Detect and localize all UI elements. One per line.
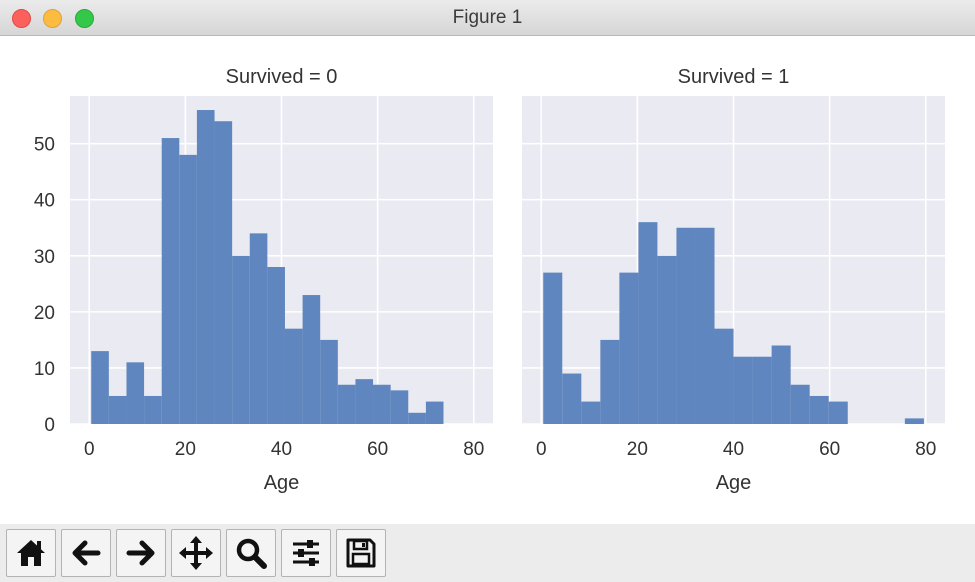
y-tick-label: 20 [34, 303, 55, 324]
histogram-bar [161, 138, 180, 425]
configure-subplots-button[interactable] [281, 529, 331, 577]
histogram-bar [320, 339, 338, 424]
zoom-magnifier-icon [236, 538, 267, 569]
histogram-bar [267, 267, 285, 424]
histogram-bar [284, 328, 303, 424]
histogram-bar [337, 384, 356, 424]
histogram-bar [695, 227, 715, 424]
y-tick-label: 40 [34, 191, 55, 212]
back-button[interactable] [61, 529, 111, 577]
histogram-bar [600, 339, 620, 424]
histogram-bar [408, 412, 426, 424]
histogram-bar [232, 255, 250, 424]
subplot-1 [70, 96, 493, 425]
pan-move-icon [179, 536, 213, 570]
x-tick-label: 80 [915, 439, 936, 460]
histogram-bar [302, 295, 321, 424]
minimize-window-button[interactable] [43, 9, 62, 28]
histogram-bar [733, 356, 753, 424]
histogram-bar [214, 121, 233, 424]
pan-button[interactable] [171, 529, 221, 577]
histogram-bar [581, 401, 601, 424]
x-axis-label: Age [716, 472, 752, 494]
histogram-figure: 0 20 40 60 80 0 10 20 30 40 50 Survived = 0 Age 0 20 40… [34, 66, 945, 494]
x-tick-label: 20 [627, 439, 648, 460]
x-tick-label: 40 [723, 439, 744, 460]
back-arrow-icon [72, 540, 101, 566]
x-axis-label: Age [264, 472, 300, 494]
histogram-bar [126, 362, 145, 424]
close-window-button[interactable] [12, 9, 31, 28]
y-tick-label: 30 [34, 247, 55, 268]
histogram-bar [543, 272, 563, 424]
x-tick-label: 60 [819, 439, 840, 460]
x-tick-label: 0 [536, 439, 547, 460]
histogram-bar [828, 401, 848, 424]
histogram-bar [562, 373, 582, 424]
histogram-bar [714, 328, 734, 424]
zoom-button[interactable] [226, 529, 276, 577]
window-titlebar: Figure 1 [0, 0, 975, 36]
y-tick-label: 0 [44, 415, 55, 436]
forward-arrow-icon [126, 540, 155, 566]
x-tick-label: 40 [271, 439, 292, 460]
forward-button[interactable] [116, 529, 166, 577]
histogram-bar [390, 390, 409, 424]
x-tick-label: 60 [367, 439, 388, 460]
x-tick-label: 0 [84, 439, 95, 460]
histogram-bar [809, 395, 829, 424]
configure-subplots-icon [293, 540, 319, 566]
x-tick-label: 20 [175, 439, 196, 460]
histogram-bar [904, 418, 924, 424]
histogram-bar [425, 401, 444, 424]
home-button[interactable] [6, 529, 56, 577]
histogram-bar [373, 384, 391, 424]
subplot-title: Survived = 1 [678, 66, 790, 88]
histogram-bar [249, 233, 268, 424]
navigation-toolbar [0, 524, 975, 582]
histogram-bar [355, 379, 374, 424]
histogram-bar [638, 222, 658, 424]
save-button[interactable] [336, 529, 386, 577]
histogram-bar [790, 384, 810, 424]
y-tick-label: 50 [34, 135, 55, 156]
figure-canvas: 0 20 40 60 80 0 10 20 30 40 50 Survived = 0 Age 0 20 40… [0, 36, 975, 524]
subplot-2 [522, 96, 945, 425]
histogram-bar [196, 110, 215, 425]
histogram-bar [657, 255, 677, 424]
histogram-bar [144, 395, 162, 424]
x-tick-label: 80 [463, 439, 484, 460]
y-tick-label: 10 [34, 359, 55, 380]
subplot-title: Survived = 0 [226, 66, 338, 88]
home-icon [17, 540, 45, 566]
histogram-bar [752, 356, 772, 424]
histogram-bar [771, 345, 791, 424]
histogram-bar [619, 272, 639, 424]
histogram-bar [676, 227, 696, 424]
save-floppy-icon [346, 538, 376, 568]
histogram-bar [91, 351, 109, 424]
maximize-window-button[interactable] [75, 9, 94, 28]
window-title: Figure 1 [452, 7, 523, 28]
histogram-bar [108, 395, 127, 424]
histogram-bar [179, 154, 197, 424]
